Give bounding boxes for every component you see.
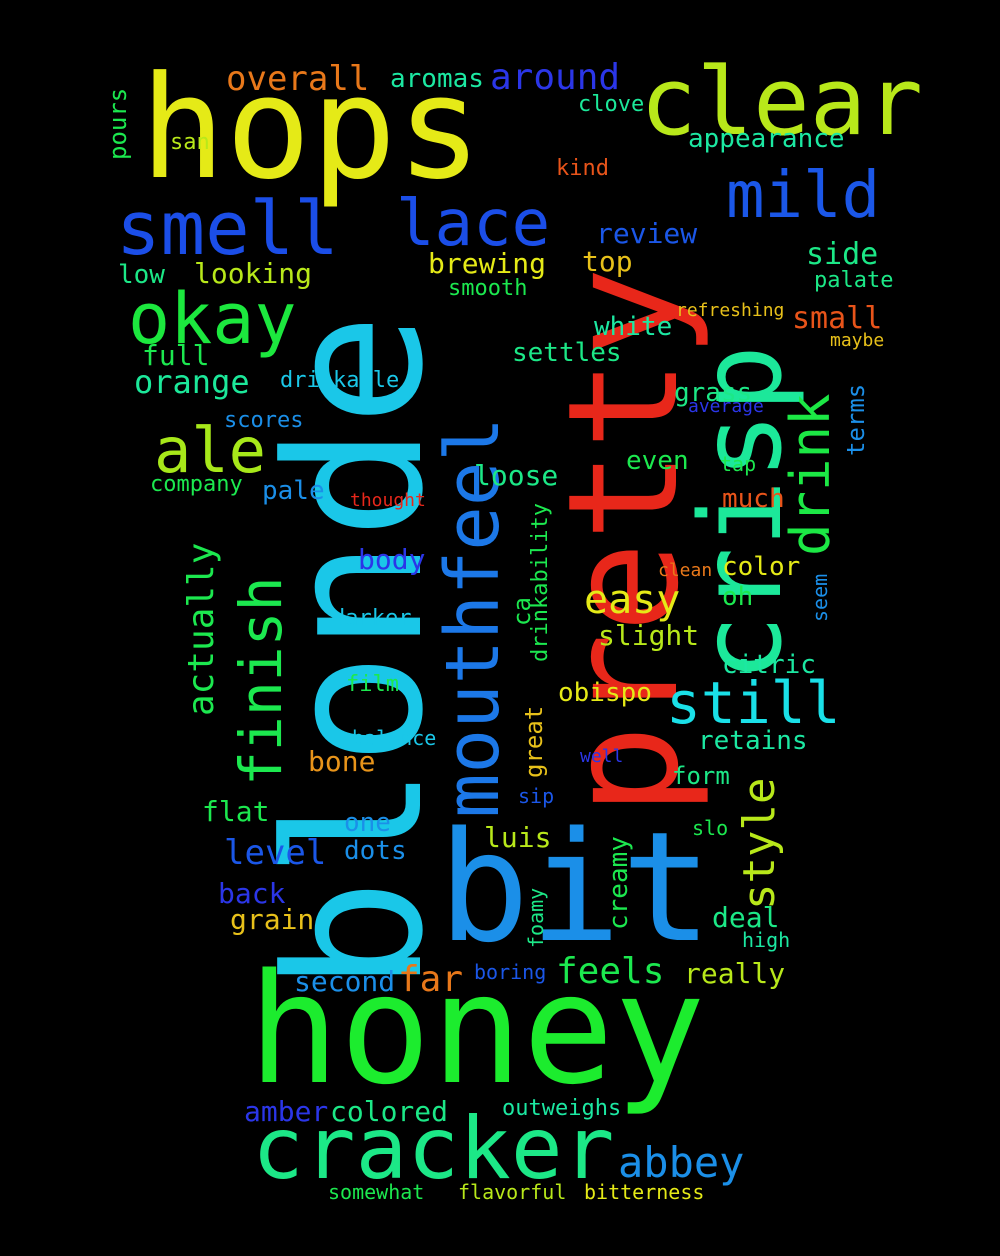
word-finish: finish <box>227 576 295 786</box>
word-bone: bone <box>308 745 376 778</box>
word-darker: darker <box>332 606 412 631</box>
word-really: really <box>684 957 786 990</box>
word-easy: easy <box>584 577 681 623</box>
word-tap: tap <box>720 452 757 476</box>
word-second: second <box>294 965 396 998</box>
word-flavorful: flavorful <box>458 1180 567 1204</box>
word-slo: slo <box>692 816 729 840</box>
word-still: still <box>666 669 841 737</box>
word-okay: okay <box>128 278 297 360</box>
word-form: form <box>672 762 730 790</box>
word-color: color <box>722 552 801 582</box>
word-small: small <box>792 301 883 336</box>
word-foamy: foamy <box>524 887 548 948</box>
word-level: level <box>224 833 327 873</box>
word-review: review <box>596 217 698 250</box>
word-style: style <box>734 777 785 910</box>
word-average: average <box>688 396 764 417</box>
word-far: far <box>398 959 464 1000</box>
word-one: one <box>344 808 391 838</box>
word-maybe: maybe <box>830 330 885 351</box>
word-retains: retains <box>698 726 808 756</box>
word-honey: honey <box>248 941 706 1118</box>
word-cracker: cracker <box>252 1099 615 1199</box>
word-drinkable: drinkable <box>280 368 400 393</box>
word-kind: kind <box>556 156 609 181</box>
word-even: even <box>626 446 689 476</box>
word-great: great <box>520 705 548 778</box>
word-seem: seem <box>808 573 832 622</box>
word-palate: palate <box>814 268 894 293</box>
word-feels: feels <box>556 951 665 992</box>
word-drinkability: drinkability <box>528 503 553 662</box>
word-overall: overall <box>226 59 370 99</box>
word-settles: settles <box>512 338 622 368</box>
word-well: well <box>580 746 624 767</box>
word-ca: ca <box>508 597 536 626</box>
word-deal: deal <box>712 901 780 934</box>
word-side: side <box>806 237 879 272</box>
word-grass: grass <box>674 378 753 408</box>
word-scores: scores <box>224 408 304 433</box>
word-back: back <box>218 877 286 910</box>
word-clear: clear <box>640 48 923 157</box>
word-slight: slight <box>598 619 700 652</box>
word-somewhat: somewhat <box>328 1180 425 1204</box>
word-appearance: appearance <box>688 124 845 154</box>
word-thought: thought <box>350 490 426 511</box>
word-high: high <box>742 928 791 952</box>
word-boring: boring <box>474 960 547 984</box>
word-abbey: abbey <box>618 1138 745 1187</box>
word-lace: lace <box>396 187 551 261</box>
word-company: company <box>150 472 243 497</box>
word-oh: oh <box>722 582 754 612</box>
word-drink: drink <box>779 393 842 556</box>
word-loose: loose <box>474 459 559 492</box>
word-bit: bit <box>438 799 713 976</box>
word-clean: clean <box>658 560 713 581</box>
word-grain: grain <box>230 903 315 936</box>
word-sip: sip <box>518 784 555 808</box>
word-luis: luis <box>484 821 552 854</box>
word-brewing: brewing <box>428 247 547 280</box>
word-full: full <box>142 339 210 372</box>
word-creamy: creamy <box>604 836 634 930</box>
word-colored: colored <box>330 1095 449 1128</box>
word-orange: orange <box>134 363 250 401</box>
word-amber: amber <box>244 1095 329 1128</box>
word-obispo: obispo <box>558 678 652 708</box>
word-clove: clove <box>578 92 645 117</box>
word-refreshing: refreshing <box>676 300 785 321</box>
word-pours: pours <box>104 87 132 160</box>
word-around: around <box>490 57 621 98</box>
word-actually: actually <box>181 542 222 716</box>
word-top: top <box>582 245 633 278</box>
word-citric: citric <box>722 650 816 680</box>
word-white: white <box>594 312 673 342</box>
word-bitterness: bitterness <box>584 1180 705 1204</box>
word-balance: balance <box>352 726 437 750</box>
word-flat: flat <box>202 795 270 828</box>
word-pale: pale <box>262 476 325 506</box>
word-body: body <box>358 543 426 576</box>
word-film: film <box>346 672 399 697</box>
word-smell: smell <box>116 186 339 272</box>
word-looking: looking <box>194 257 313 290</box>
word-aromas: aromas <box>390 64 484 94</box>
word-dots: dots <box>344 836 407 866</box>
word-outweighs: outweighs <box>502 1096 622 1121</box>
word-mild: mild <box>726 159 881 233</box>
word-terms: terms <box>842 383 870 456</box>
word-san: san <box>170 130 210 155</box>
word-much: much <box>722 484 785 514</box>
word-ale: ale <box>154 414 266 487</box>
word-smooth: smooth <box>448 276 528 301</box>
word-hops: hops <box>140 46 482 211</box>
word-low: low <box>118 260 165 290</box>
